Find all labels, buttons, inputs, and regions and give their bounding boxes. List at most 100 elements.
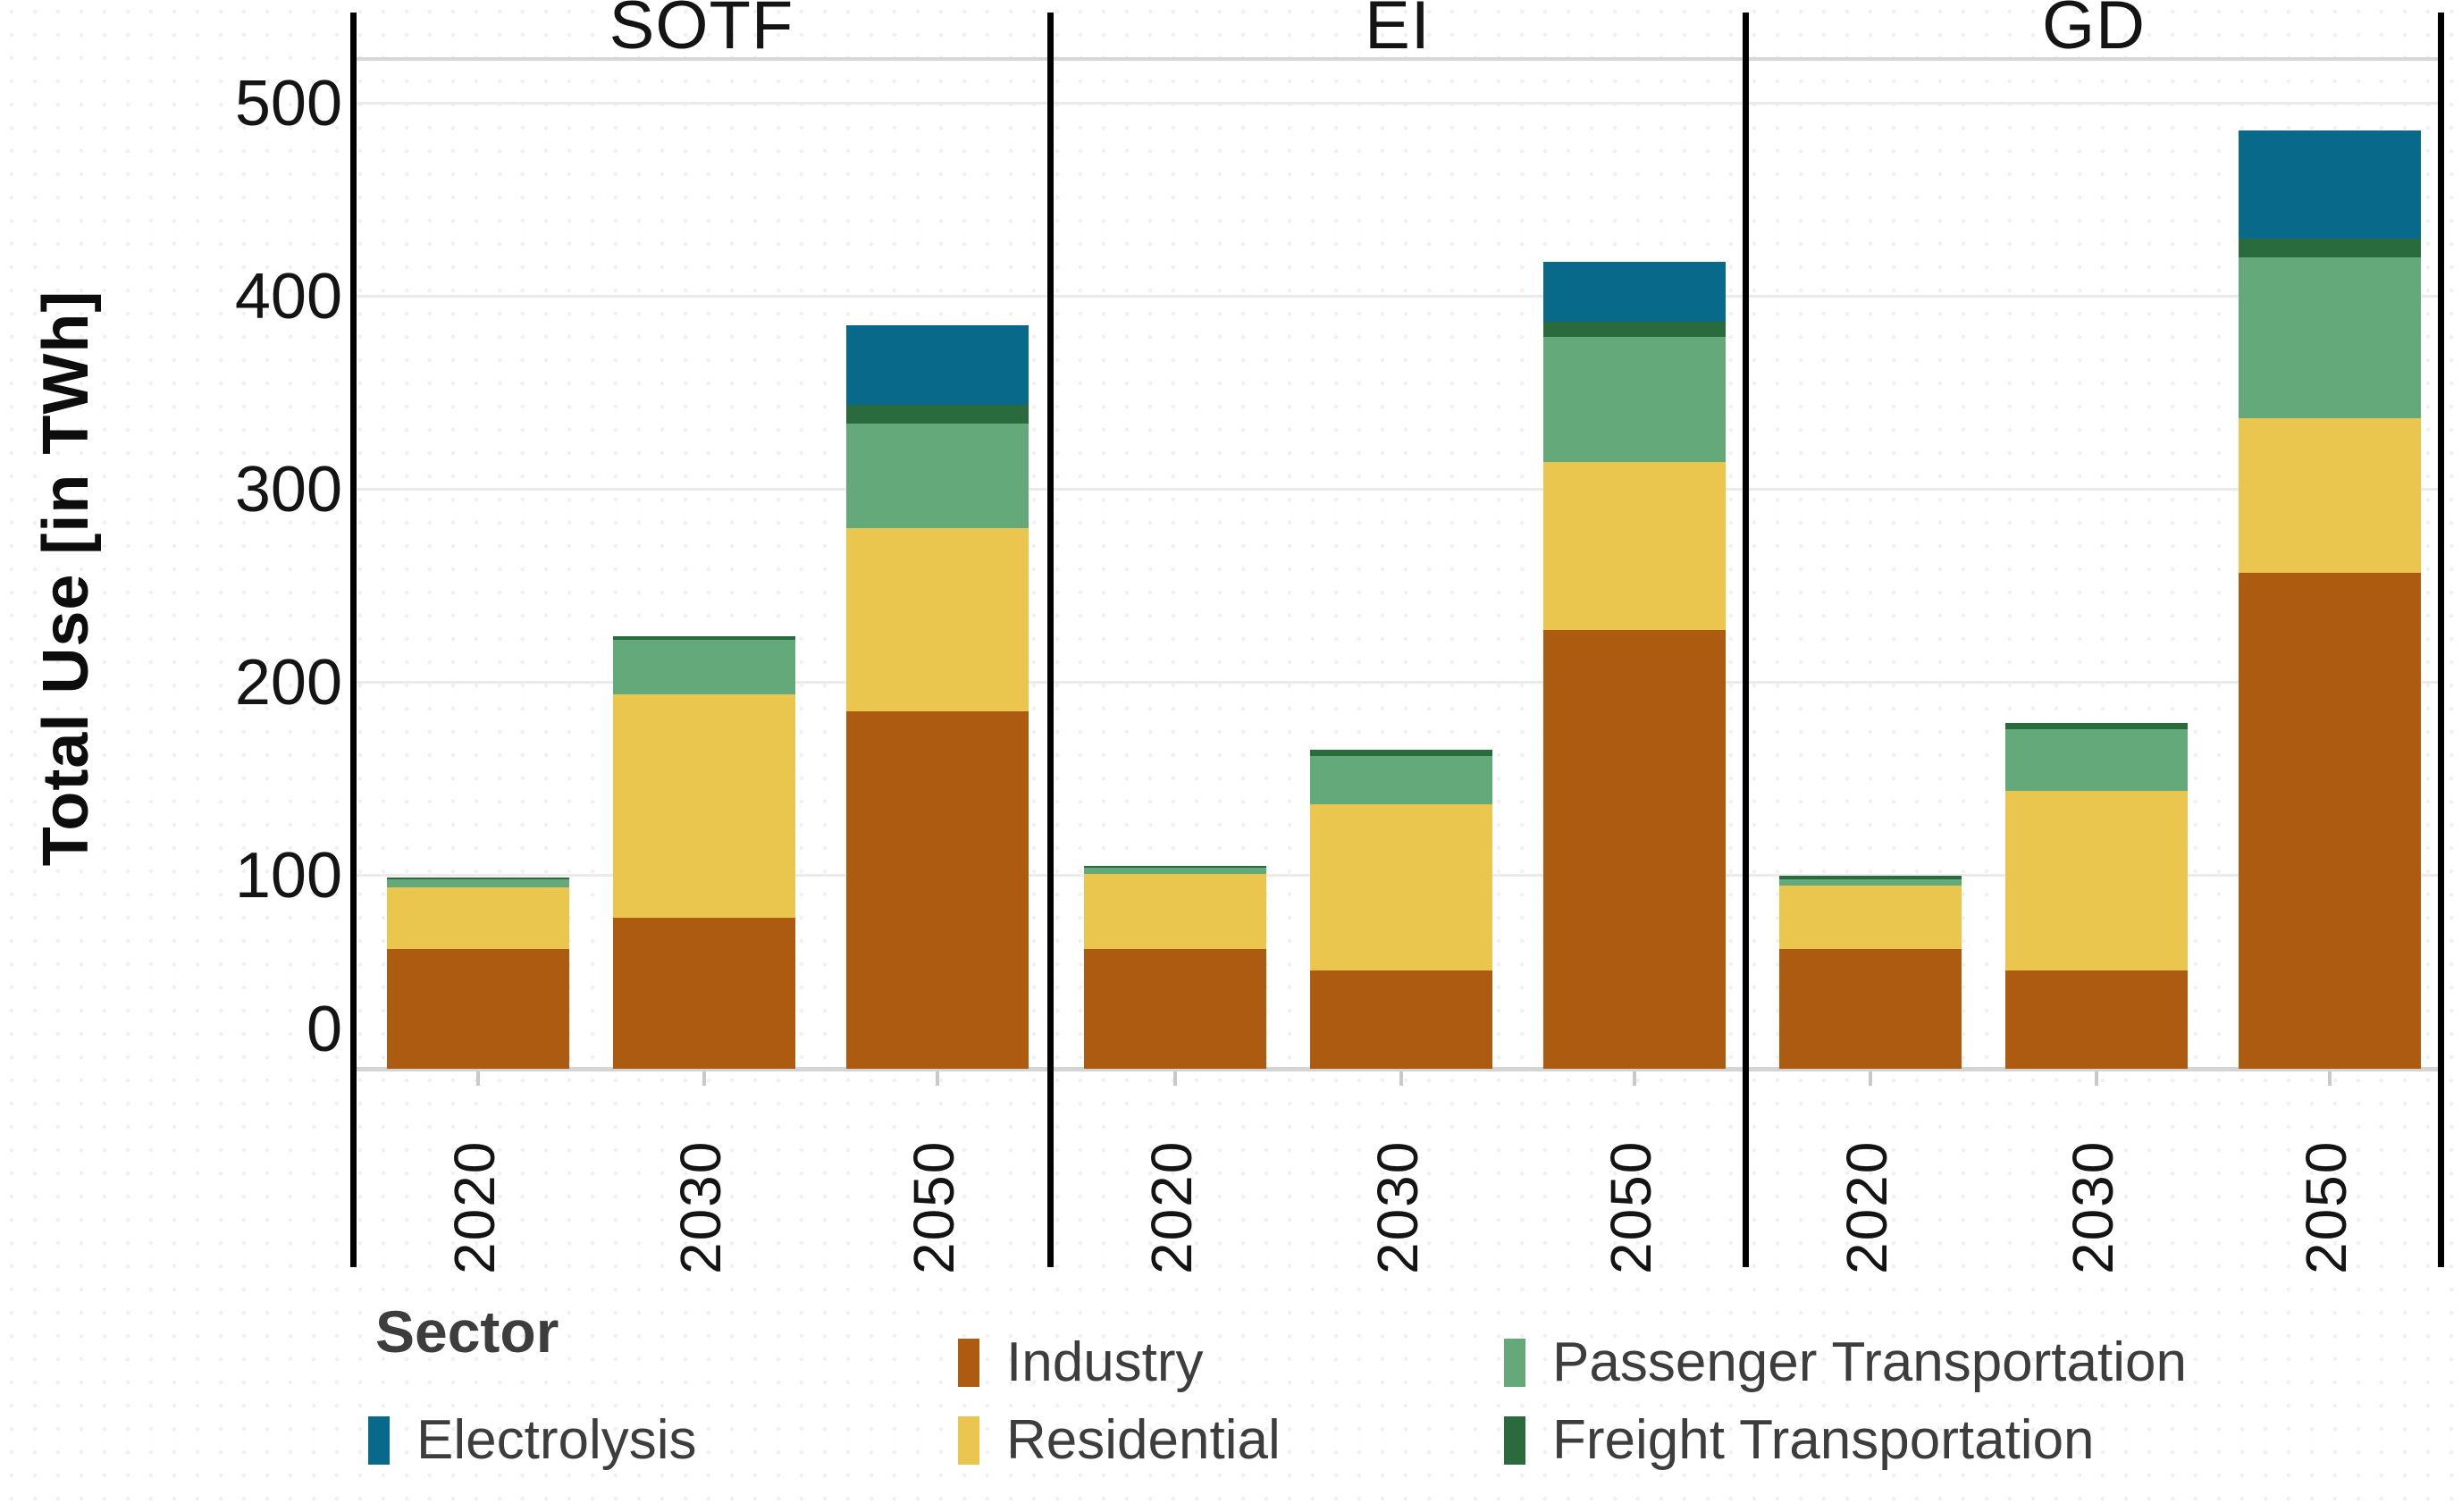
y-tick-label-0: 0 xyxy=(306,994,342,1065)
segment-freight-ei-2030 xyxy=(1310,750,1492,756)
segment-industry-ei-2020 xyxy=(1084,949,1266,1069)
bar-sotf-2050 xyxy=(846,325,1029,1069)
segment-industry-sotf-2020 xyxy=(387,949,569,1069)
x-tick-mark xyxy=(1173,1071,1177,1086)
facet-title-ei: EI xyxy=(1365,0,1431,63)
segment-industry-sotf-2030 xyxy=(613,918,795,1069)
legend-item-freight: Freight Transportation xyxy=(1504,1405,2095,1476)
segment-freight-gd-2050 xyxy=(2239,238,2421,258)
segment-passenger-sotf-2030 xyxy=(613,640,795,694)
x-tick-mark xyxy=(476,1071,480,1086)
legend-label-passenger: Passenger Transportation xyxy=(1552,1331,2187,1393)
legend-item-residential: Residential xyxy=(958,1405,1281,1476)
x-tick-mark xyxy=(1399,1071,1403,1086)
bar-gd-2050 xyxy=(2239,130,2421,1069)
x-tick-label-sotf-2050: 2050 xyxy=(902,1139,966,1274)
y-tick-label-300: 300 xyxy=(234,453,342,525)
segment-freight-sotf-2050 xyxy=(846,404,1029,424)
x-tick-label-gd-2030: 2030 xyxy=(2061,1139,2125,1274)
segment-passenger-ei-2030 xyxy=(1310,755,1492,804)
bar-ei-2030 xyxy=(1310,750,1492,1069)
legend-swatch-electrolysis xyxy=(368,1416,390,1465)
x-tick-mark xyxy=(1869,1071,1872,1086)
legend-label-electrolysis: Electrolysis xyxy=(416,1409,697,1471)
bar-ei-2020 xyxy=(1084,866,1266,1069)
segment-residential-gd-2020 xyxy=(1779,885,1962,950)
segment-electrolysis-sotf-2050 xyxy=(846,325,1029,405)
segment-industry-gd-2050 xyxy=(2239,572,2421,1069)
segment-electrolysis-gd-2050 xyxy=(2239,130,2421,239)
legend-label-freight: Freight Transportation xyxy=(1552,1409,2095,1471)
segment-freight-sotf-2030 xyxy=(613,635,795,641)
y-tick-label-500: 500 xyxy=(234,67,342,139)
bar-sotf-2020 xyxy=(387,878,569,1069)
x-tick-label-ei-2050: 2050 xyxy=(1599,1139,1663,1274)
x-tick-label-sotf-2020: 2020 xyxy=(442,1139,507,1274)
segment-residential-gd-2030 xyxy=(2005,790,2188,970)
segment-residential-ei-2020 xyxy=(1084,873,1266,950)
legend-swatch-passenger xyxy=(1504,1339,1525,1387)
segment-freight-sotf-2020 xyxy=(387,878,569,880)
legend-item-electrolysis: Electrolysis xyxy=(368,1405,697,1476)
legend-swatch-freight xyxy=(1504,1416,1525,1465)
x-tick-mark xyxy=(2328,1071,2332,1086)
plot-right-border xyxy=(2438,13,2444,1267)
segment-residential-ei-2030 xyxy=(1310,803,1492,970)
facet-separator-ei-gd xyxy=(1743,13,1749,1267)
segment-residential-sotf-2020 xyxy=(387,886,569,950)
segment-passenger-ei-2050 xyxy=(1543,337,1726,463)
segment-passenger-gd-2050 xyxy=(2239,257,2421,418)
bar-sotf-2030 xyxy=(613,635,795,1069)
x-tick-mark xyxy=(1633,1071,1636,1086)
x-tick-mark xyxy=(936,1071,939,1086)
plot-top-border xyxy=(353,57,2442,61)
gridline-200 xyxy=(353,680,2442,684)
legend-swatch-residential xyxy=(958,1416,979,1465)
legend-title: Sector xyxy=(375,1298,559,1365)
segment-freight-gd-2020 xyxy=(1779,875,1962,880)
x-tick-label-ei-2020: 2020 xyxy=(1139,1139,1204,1274)
x-tick-label-gd-2050: 2050 xyxy=(2294,1139,2358,1274)
bar-ei-2050 xyxy=(1543,261,1726,1069)
facet-separator-sotf-ei xyxy=(1047,13,1054,1267)
segment-industry-sotf-2050 xyxy=(846,711,1029,1069)
facet-title-sotf: SOTF xyxy=(609,0,794,63)
segment-industry-gd-2030 xyxy=(2005,970,2188,1069)
x-tick-label-sotf-2030: 2030 xyxy=(668,1139,733,1274)
legend-label-residential: Residential xyxy=(1006,1409,1281,1471)
segment-passenger-sotf-2050 xyxy=(846,424,1029,528)
legend-item-passenger: Passenger Transportation xyxy=(1504,1327,2187,1399)
segment-freight-ei-2020 xyxy=(1084,866,1266,869)
segment-industry-ei-2030 xyxy=(1310,970,1492,1069)
legend-label-industry: Industry xyxy=(1006,1331,1204,1393)
segment-residential-ei-2050 xyxy=(1543,462,1726,631)
segment-passenger-gd-2020 xyxy=(1779,879,1962,886)
gridline-300 xyxy=(353,487,2442,491)
segment-passenger-gd-2030 xyxy=(2005,728,2188,791)
segment-passenger-sotf-2020 xyxy=(387,879,569,887)
segment-passenger-ei-2020 xyxy=(1084,868,1266,874)
x-tick-mark xyxy=(702,1071,706,1086)
x-axis-line xyxy=(353,1067,2442,1071)
y-axis-title: Total Use [in TWh] xyxy=(30,290,102,867)
facet-title-gd: GD xyxy=(2042,0,2146,63)
y-tick-label-100: 100 xyxy=(234,839,342,911)
legend-item-industry: Industry xyxy=(958,1327,1204,1399)
x-tick-mark xyxy=(2095,1071,2098,1086)
gridline-500 xyxy=(353,101,2442,105)
segment-residential-gd-2050 xyxy=(2239,417,2421,573)
segment-residential-sotf-2030 xyxy=(613,693,795,919)
bar-gd-2020 xyxy=(1779,875,1962,1069)
x-tick-label-ei-2030: 2030 xyxy=(1365,1139,1430,1274)
y-tick-label-400: 400 xyxy=(234,260,342,332)
segment-freight-ei-2050 xyxy=(1543,321,1726,338)
x-tick-label-gd-2020: 2020 xyxy=(1835,1139,1899,1274)
segment-residential-sotf-2050 xyxy=(846,527,1029,712)
segment-electrolysis-ei-2050 xyxy=(1543,261,1726,322)
gridline-400 xyxy=(353,294,2442,298)
segment-industry-ei-2050 xyxy=(1543,630,1726,1069)
legend-swatch-industry xyxy=(958,1339,979,1387)
segment-freight-gd-2030 xyxy=(2005,723,2188,729)
y-axis-line xyxy=(350,13,357,1267)
